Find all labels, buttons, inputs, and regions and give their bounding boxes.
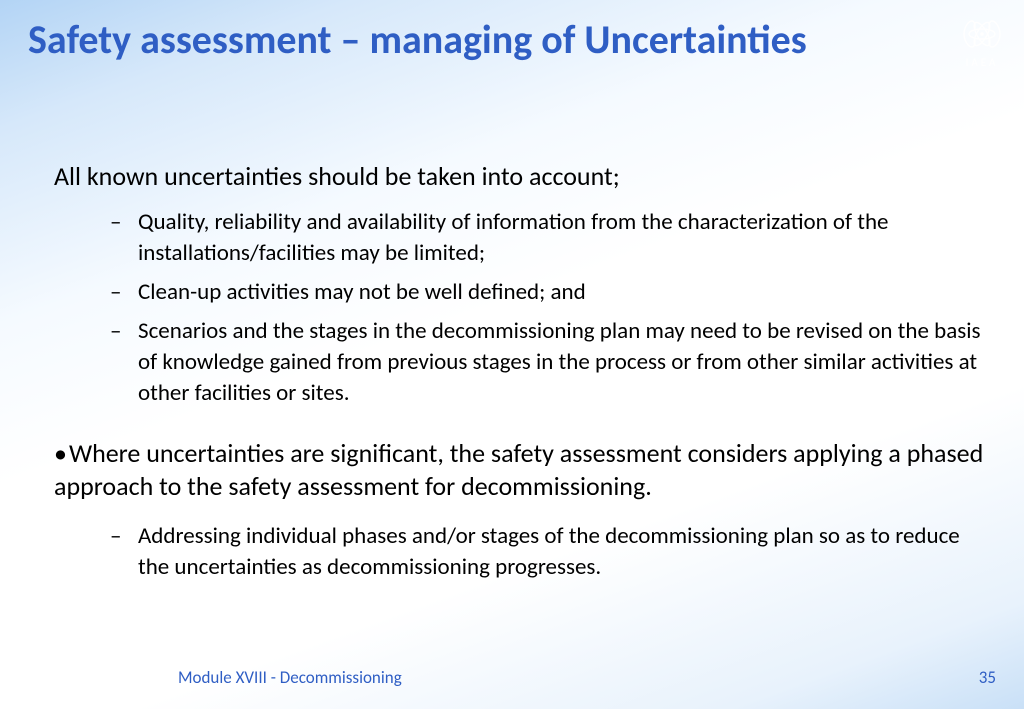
slide-body: All known uncertainties should be taken … <box>54 160 984 611</box>
list-item: Scenarios and the stages in the decommis… <box>120 316 984 409</box>
list-item: Addressing individual phases and/or stag… <box>120 521 984 583</box>
footer-page-number: 35 <box>979 667 996 688</box>
iaea-logo: IAEA <box>960 14 1004 69</box>
footer-module-label: Module XVIII - Decommissioning <box>178 667 402 688</box>
sub-list-2: Addressing individual phases and/or stag… <box>120 521 984 583</box>
list-item: Clean-up activities may not be well defi… <box>120 277 984 308</box>
atom-icon <box>960 14 1004 54</box>
list-item: Quality, reliability and availability of… <box>120 207 984 269</box>
slide-title: Safety assessment – managing of Uncertai… <box>28 16 914 63</box>
slide: IAEA Safety assessment – managing of Unc… <box>0 0 1024 709</box>
logo-label: IAEA <box>960 56 1004 69</box>
sub-list-1: Quality, reliability and availability of… <box>120 207 984 409</box>
slide-footer: Module XVIII - Decommissioning 35 <box>0 667 1024 691</box>
lead-paragraph-2: Where uncertainties are significant, the… <box>54 437 984 504</box>
lead-paragraph-1: All known uncertainties should be taken … <box>54 160 984 193</box>
